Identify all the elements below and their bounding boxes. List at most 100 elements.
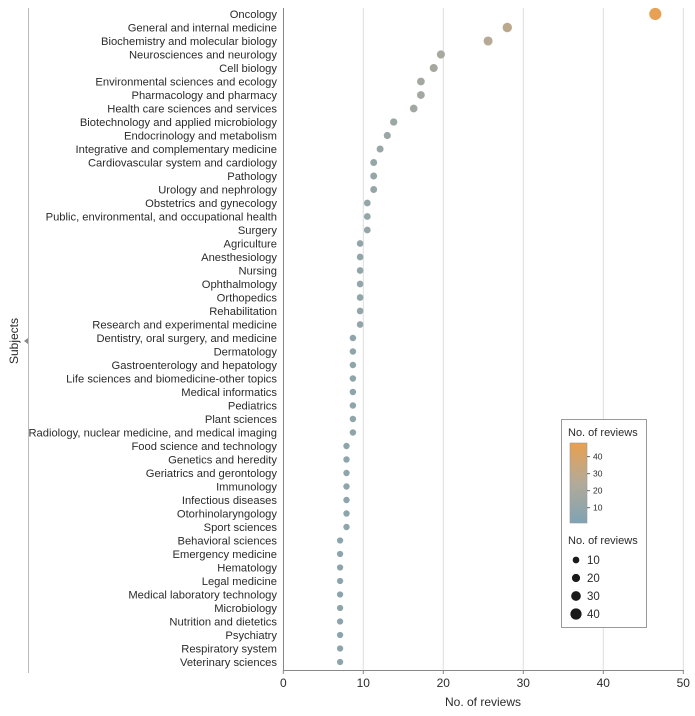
data-point xyxy=(370,172,378,180)
colorbar xyxy=(569,442,588,524)
category-label: Dermatology xyxy=(214,347,278,359)
category-label: Pediatrics xyxy=(228,401,278,413)
color-legend-title: No. of reviews xyxy=(568,427,638,439)
category-label: Behavioral sciences xyxy=(178,536,278,548)
category-label: Pharmacology and pharmacy xyxy=(131,90,277,102)
size-legend-title: No. of reviews xyxy=(568,535,638,547)
data-point xyxy=(356,280,364,288)
data-point xyxy=(343,510,350,517)
x-tick-label: 30 xyxy=(517,676,531,690)
category-label: Biotechnology and applied microbiology xyxy=(80,117,278,129)
data-point xyxy=(349,334,357,342)
category-label: Veterinary sciences xyxy=(180,657,277,669)
x-tick-label: 40 xyxy=(597,676,611,690)
category-label: Oncology xyxy=(230,9,278,21)
data-point xyxy=(336,604,344,612)
data-point xyxy=(383,131,391,140)
size-legend-label: 20 xyxy=(587,573,600,585)
data-point xyxy=(363,226,371,234)
category-label: Dentistry, oral surgery, and medicine xyxy=(96,333,277,345)
category-label: General and internal medicine xyxy=(128,23,277,35)
category-label: Urology and nephrology xyxy=(158,185,277,197)
data-point xyxy=(390,118,398,126)
category-label: Respiratory system xyxy=(181,644,277,656)
data-point xyxy=(356,253,364,261)
data-point xyxy=(343,496,350,504)
data-point xyxy=(363,213,371,220)
size-legend-dot xyxy=(570,608,582,620)
category-label: Medical informatics xyxy=(181,387,277,399)
category-label: Genetics and heredity xyxy=(168,455,277,467)
category-label: Anesthesiology xyxy=(201,252,277,264)
data-point xyxy=(376,145,384,153)
data-point xyxy=(343,456,350,463)
data-point xyxy=(429,63,438,73)
category-label: Environmental sciences and ecology xyxy=(95,77,277,89)
data-point xyxy=(336,658,344,666)
size-legend-label: 10 xyxy=(587,555,600,567)
data-point xyxy=(409,104,418,113)
category-label: Medical laboratory technology xyxy=(128,590,277,602)
category-label: Otorhinolaryngology xyxy=(177,509,278,521)
data-point xyxy=(649,7,662,21)
data-point xyxy=(343,469,350,477)
colorbar-tick-label: 10 xyxy=(593,503,603,513)
x-tick-label: 10 xyxy=(357,676,371,690)
data-point xyxy=(336,537,344,544)
category-label: Emergency medicine xyxy=(173,549,277,561)
data-point xyxy=(417,77,425,86)
colorbar-tick-label: 30 xyxy=(593,469,603,479)
size-legend-dot xyxy=(571,573,581,583)
data-point xyxy=(336,618,344,625)
data-point xyxy=(336,631,344,639)
size-legend-dot xyxy=(571,591,581,601)
x-axis-label: No. of reviews xyxy=(445,695,521,709)
x-tick-label: 0 xyxy=(280,676,287,690)
data-point xyxy=(370,159,378,166)
category-label: Microbiology xyxy=(214,603,277,615)
size-legend-dot xyxy=(572,556,580,564)
category-label: Research and experimental medicine xyxy=(92,320,277,332)
data-point xyxy=(336,564,344,571)
data-point xyxy=(356,321,364,328)
data-point xyxy=(336,645,344,652)
category-label: Pathology xyxy=(227,171,277,183)
category-label: Rehabilitation xyxy=(209,306,277,318)
category-label: Life sciences and biomedicine-other topi… xyxy=(66,374,277,386)
data-point xyxy=(349,388,357,396)
data-point xyxy=(356,307,364,315)
size-legend-label: 30 xyxy=(587,591,600,603)
x-tick-label: 20 xyxy=(437,676,451,690)
y-axis-label: Subjects xyxy=(7,318,21,364)
category-label: Orthopedics xyxy=(217,293,278,305)
category-label: Surgery xyxy=(238,225,278,237)
data-point xyxy=(349,361,357,369)
category-label: Geriatrics and gerontology xyxy=(146,468,278,480)
data-point xyxy=(483,36,493,46)
data-point xyxy=(349,375,357,382)
category-label: Nutrition and dietetics xyxy=(169,617,277,629)
category-label: Biochemistry and molecular biology xyxy=(101,36,277,48)
category-label: Obstetrics and gynecology xyxy=(145,198,277,210)
category-label: Infectious diseases xyxy=(182,495,278,507)
data-point xyxy=(336,577,344,585)
category-label: Public, environmental, and occupational … xyxy=(46,212,277,224)
data-point xyxy=(343,442,350,450)
category-label: Endocrinology and metabolism xyxy=(124,131,277,143)
data-point xyxy=(370,186,378,193)
category-label: Cardiovascular system and cardiology xyxy=(88,158,277,170)
data-point xyxy=(356,267,364,274)
ylabel-marker-icon xyxy=(24,338,28,344)
category-label: Immunology xyxy=(216,482,277,494)
category-label: Agriculture xyxy=(224,239,277,251)
category-label: Psychiatry xyxy=(225,630,277,642)
category-label: Neurosciences and neurology xyxy=(129,50,277,62)
category-label: Food science and technology xyxy=(131,441,277,453)
data-point xyxy=(336,550,344,558)
category-label: Cell biology xyxy=(219,63,277,75)
category-label: Nursing xyxy=(238,266,277,278)
data-point xyxy=(356,240,364,247)
data-point xyxy=(349,402,357,409)
category-label: Integrative and complementary medicine xyxy=(76,144,277,156)
